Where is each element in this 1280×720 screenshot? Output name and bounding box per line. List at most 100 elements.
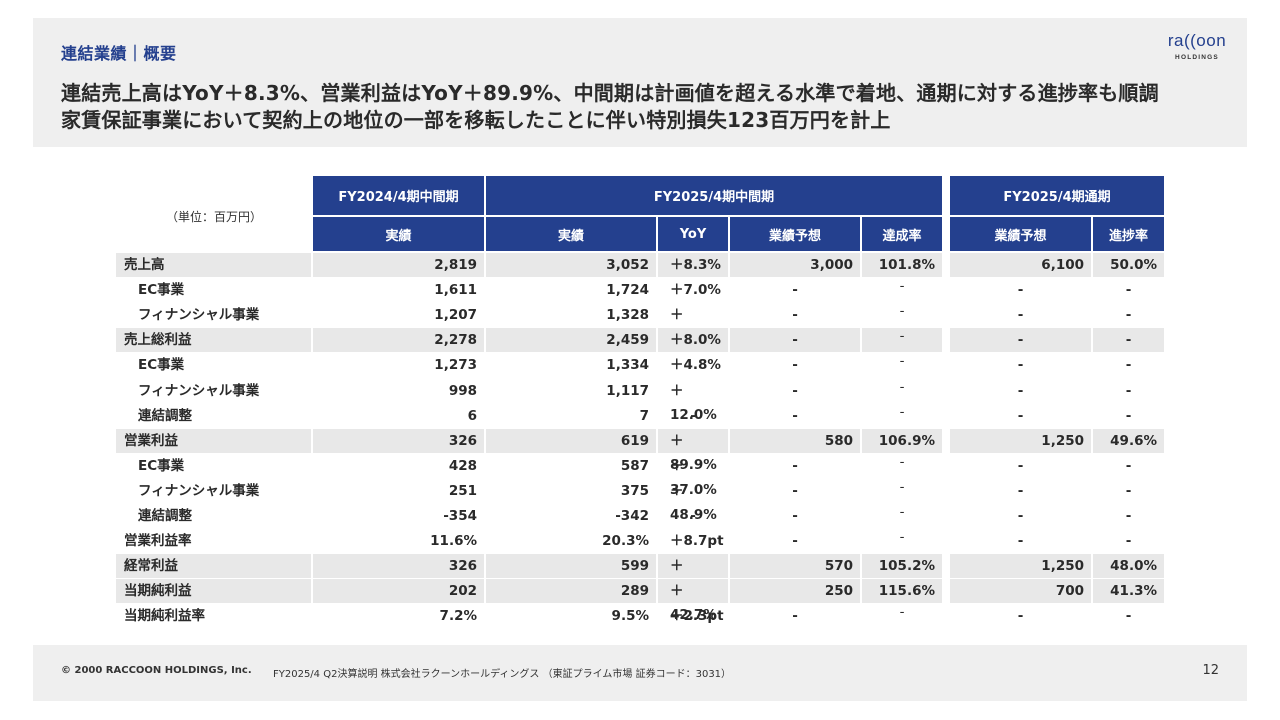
logo-wordmark: ra((oon [1167, 31, 1227, 50]
table-row: EC事業 1,273 1,334 ＋4.8% - - - - [116, 353, 1164, 377]
cell-a2025: 1,334 [606, 357, 649, 374]
cell-fc-int: - [792, 533, 798, 550]
cell-prog: - [1125, 307, 1132, 324]
table-row: 売上総利益 2,278 2,459 ＋8.0% - - - - [116, 328, 1164, 353]
cell-a2024: 428 [448, 457, 477, 474]
header-fy2024-interim: FY2024/4期中間期 [313, 176, 484, 215]
cell-fc-int: 580 [730, 428, 860, 453]
cell-a2025: 587 [620, 457, 649, 474]
cell-yoy: - [690, 508, 696, 524]
cell-achv: 115.6% [862, 579, 942, 604]
cell-achv: - [899, 378, 905, 395]
cell-a2024: 326 [313, 554, 484, 579]
cell-fc-full: - [1017, 282, 1024, 299]
header-forecast-interim: 業績予想 [730, 217, 860, 251]
table-row: 当期純利益率 7.2% 9.5% ＋2.3pt - - - - [116, 604, 1164, 628]
cell-yoy: ＋83.5% [658, 554, 728, 598]
cell-yoy: ＋4.8% [670, 357, 721, 374]
cell-fc-full: - [1017, 533, 1024, 550]
table-row: EC事業 1,611 1,724 ＋7.0% - - - - [116, 278, 1164, 302]
cell-a2025: 289 [486, 579, 656, 604]
cell-achv: 101.8% [862, 253, 942, 277]
header-forecast-full: 業績予想 [950, 217, 1091, 251]
cell-achv: - [862, 328, 942, 353]
cell-fc-full: - [1017, 407, 1024, 424]
table-row: 営業利益 326 619 ＋89.9% 580 106.9% 1,250 49.6% [116, 428, 1164, 473]
headline-line-2: 家賃保証事業において契約上の地位の一部を移転したことに伴い特別損失123百万円を… [61, 108, 891, 132]
cell-prog: - [1125, 282, 1132, 299]
logo-subtitle: HOLDINGS [1175, 54, 1219, 61]
cell-prog: - [1125, 508, 1132, 524]
slide-footer: © 2000 RACCOON HOLDINGS, Inc. FY2025/4 Q… [33, 645, 1247, 701]
page-number: 12 [1202, 663, 1219, 678]
header-yoy: YoY [658, 217, 728, 251]
cell-a2025: -342 [615, 508, 649, 524]
cell-a2024: 1,207 [434, 307, 477, 324]
headline: 連結売上高はYoY＋8.3%、営業利益はYoY＋89.9%、中間期は計画値を超え… [61, 80, 1159, 134]
cell-achv: - [899, 403, 905, 420]
table-row: 営業利益率 11.6% 20.3% ＋8.7pt - - - - [116, 529, 1164, 553]
cell-a2025: 7 [639, 407, 649, 424]
cell-achv: - [899, 453, 905, 470]
cell-yoy: ＋42.7% [658, 579, 728, 623]
cell-fc-full: - [950, 328, 1091, 353]
cell-prog: 50.0% [1093, 253, 1164, 277]
row-label: 連結調整 [138, 508, 192, 524]
cell-prog: - [1125, 608, 1132, 625]
header-progress-rate: 進捗率 [1093, 217, 1164, 251]
cell-fc-int: - [792, 457, 798, 474]
section-label: 連結業績｜概要 [61, 44, 177, 63]
cell-yoy: ＋8.3% [658, 253, 728, 277]
cell-fc-int: - [730, 328, 860, 353]
cell-fc-int: - [792, 357, 798, 374]
cell-achv: 105.2% [862, 554, 942, 579]
cell-yoy: - [690, 407, 696, 424]
cell-a2025: 1,328 [606, 307, 649, 324]
cell-a2025: 2,459 [486, 328, 656, 353]
cell-a2024: 202 [313, 579, 484, 604]
cell-a2025: 20.3% [602, 533, 649, 550]
table-row: フィナンシャル事業 998 1,117 ＋12.0% - - - - [116, 378, 1164, 423]
cell-prog: - [1125, 482, 1132, 499]
cell-achv: - [899, 478, 905, 495]
cell-prog: 48.0% [1093, 554, 1164, 579]
cell-prog: 49.6% [1093, 428, 1164, 453]
cell-fc-full: - [1017, 508, 1024, 524]
header-actual-2024: 実績 [313, 217, 484, 251]
raccoon-holdings-logo: ra((oon HOLDINGS [1165, 30, 1229, 66]
cell-yoy: ＋37.0% [670, 457, 717, 498]
row-label: EC事業 [138, 357, 185, 374]
cell-fc-full: - [1017, 357, 1024, 374]
headline-line-1: 連結売上高はYoY＋8.3%、営業利益はYoY＋89.9%、中間期は計画値を超え… [61, 81, 1159, 105]
cell-prog: - [1125, 382, 1132, 399]
row-label: EC事業 [138, 457, 185, 474]
cell-fc-full: - [1017, 608, 1024, 625]
footer-note: FY2025/4 Q2決算説明 株式会社ラクーンホールディングス （東証プライム… [273, 669, 732, 680]
cell-fc-full: - [1017, 482, 1024, 499]
row-label: 営業利益 [116, 428, 311, 453]
cell-fc-int: - [792, 282, 798, 299]
cell-yoy: ＋8.7pt [670, 533, 724, 550]
unit-label: （単位：百万円） [165, 210, 262, 224]
cell-achv: 106.9% [862, 428, 942, 453]
cell-prog: - [1125, 533, 1132, 550]
cell-a2024: 326 [313, 428, 484, 453]
cell-a2024: 2,278 [313, 328, 484, 353]
row-label: 売上高 [116, 253, 311, 277]
cell-fc-full: - [1017, 457, 1024, 474]
cell-a2025: 1,117 [606, 382, 649, 399]
cell-achv: - [899, 303, 905, 320]
cell-achv: - [899, 604, 905, 621]
cell-prog: 41.3% [1093, 579, 1164, 604]
cell-yoy: ＋12.0% [670, 382, 717, 423]
table-row: EC事業 428 587 ＋37.0% - - - - [116, 453, 1164, 498]
row-label: 連結調整 [138, 407, 192, 424]
cell-fc-int: - [792, 508, 798, 524]
cell-a2024: 2,819 [313, 253, 484, 277]
row-label: 経常利益 [116, 554, 311, 579]
row-label: 営業利益率 [124, 533, 192, 550]
row-label: 売上総利益 [116, 328, 311, 353]
cell-a2025: 1,724 [606, 282, 649, 299]
cell-a2025: 9.5% [611, 608, 649, 625]
cell-a2024: 1,273 [434, 357, 477, 374]
